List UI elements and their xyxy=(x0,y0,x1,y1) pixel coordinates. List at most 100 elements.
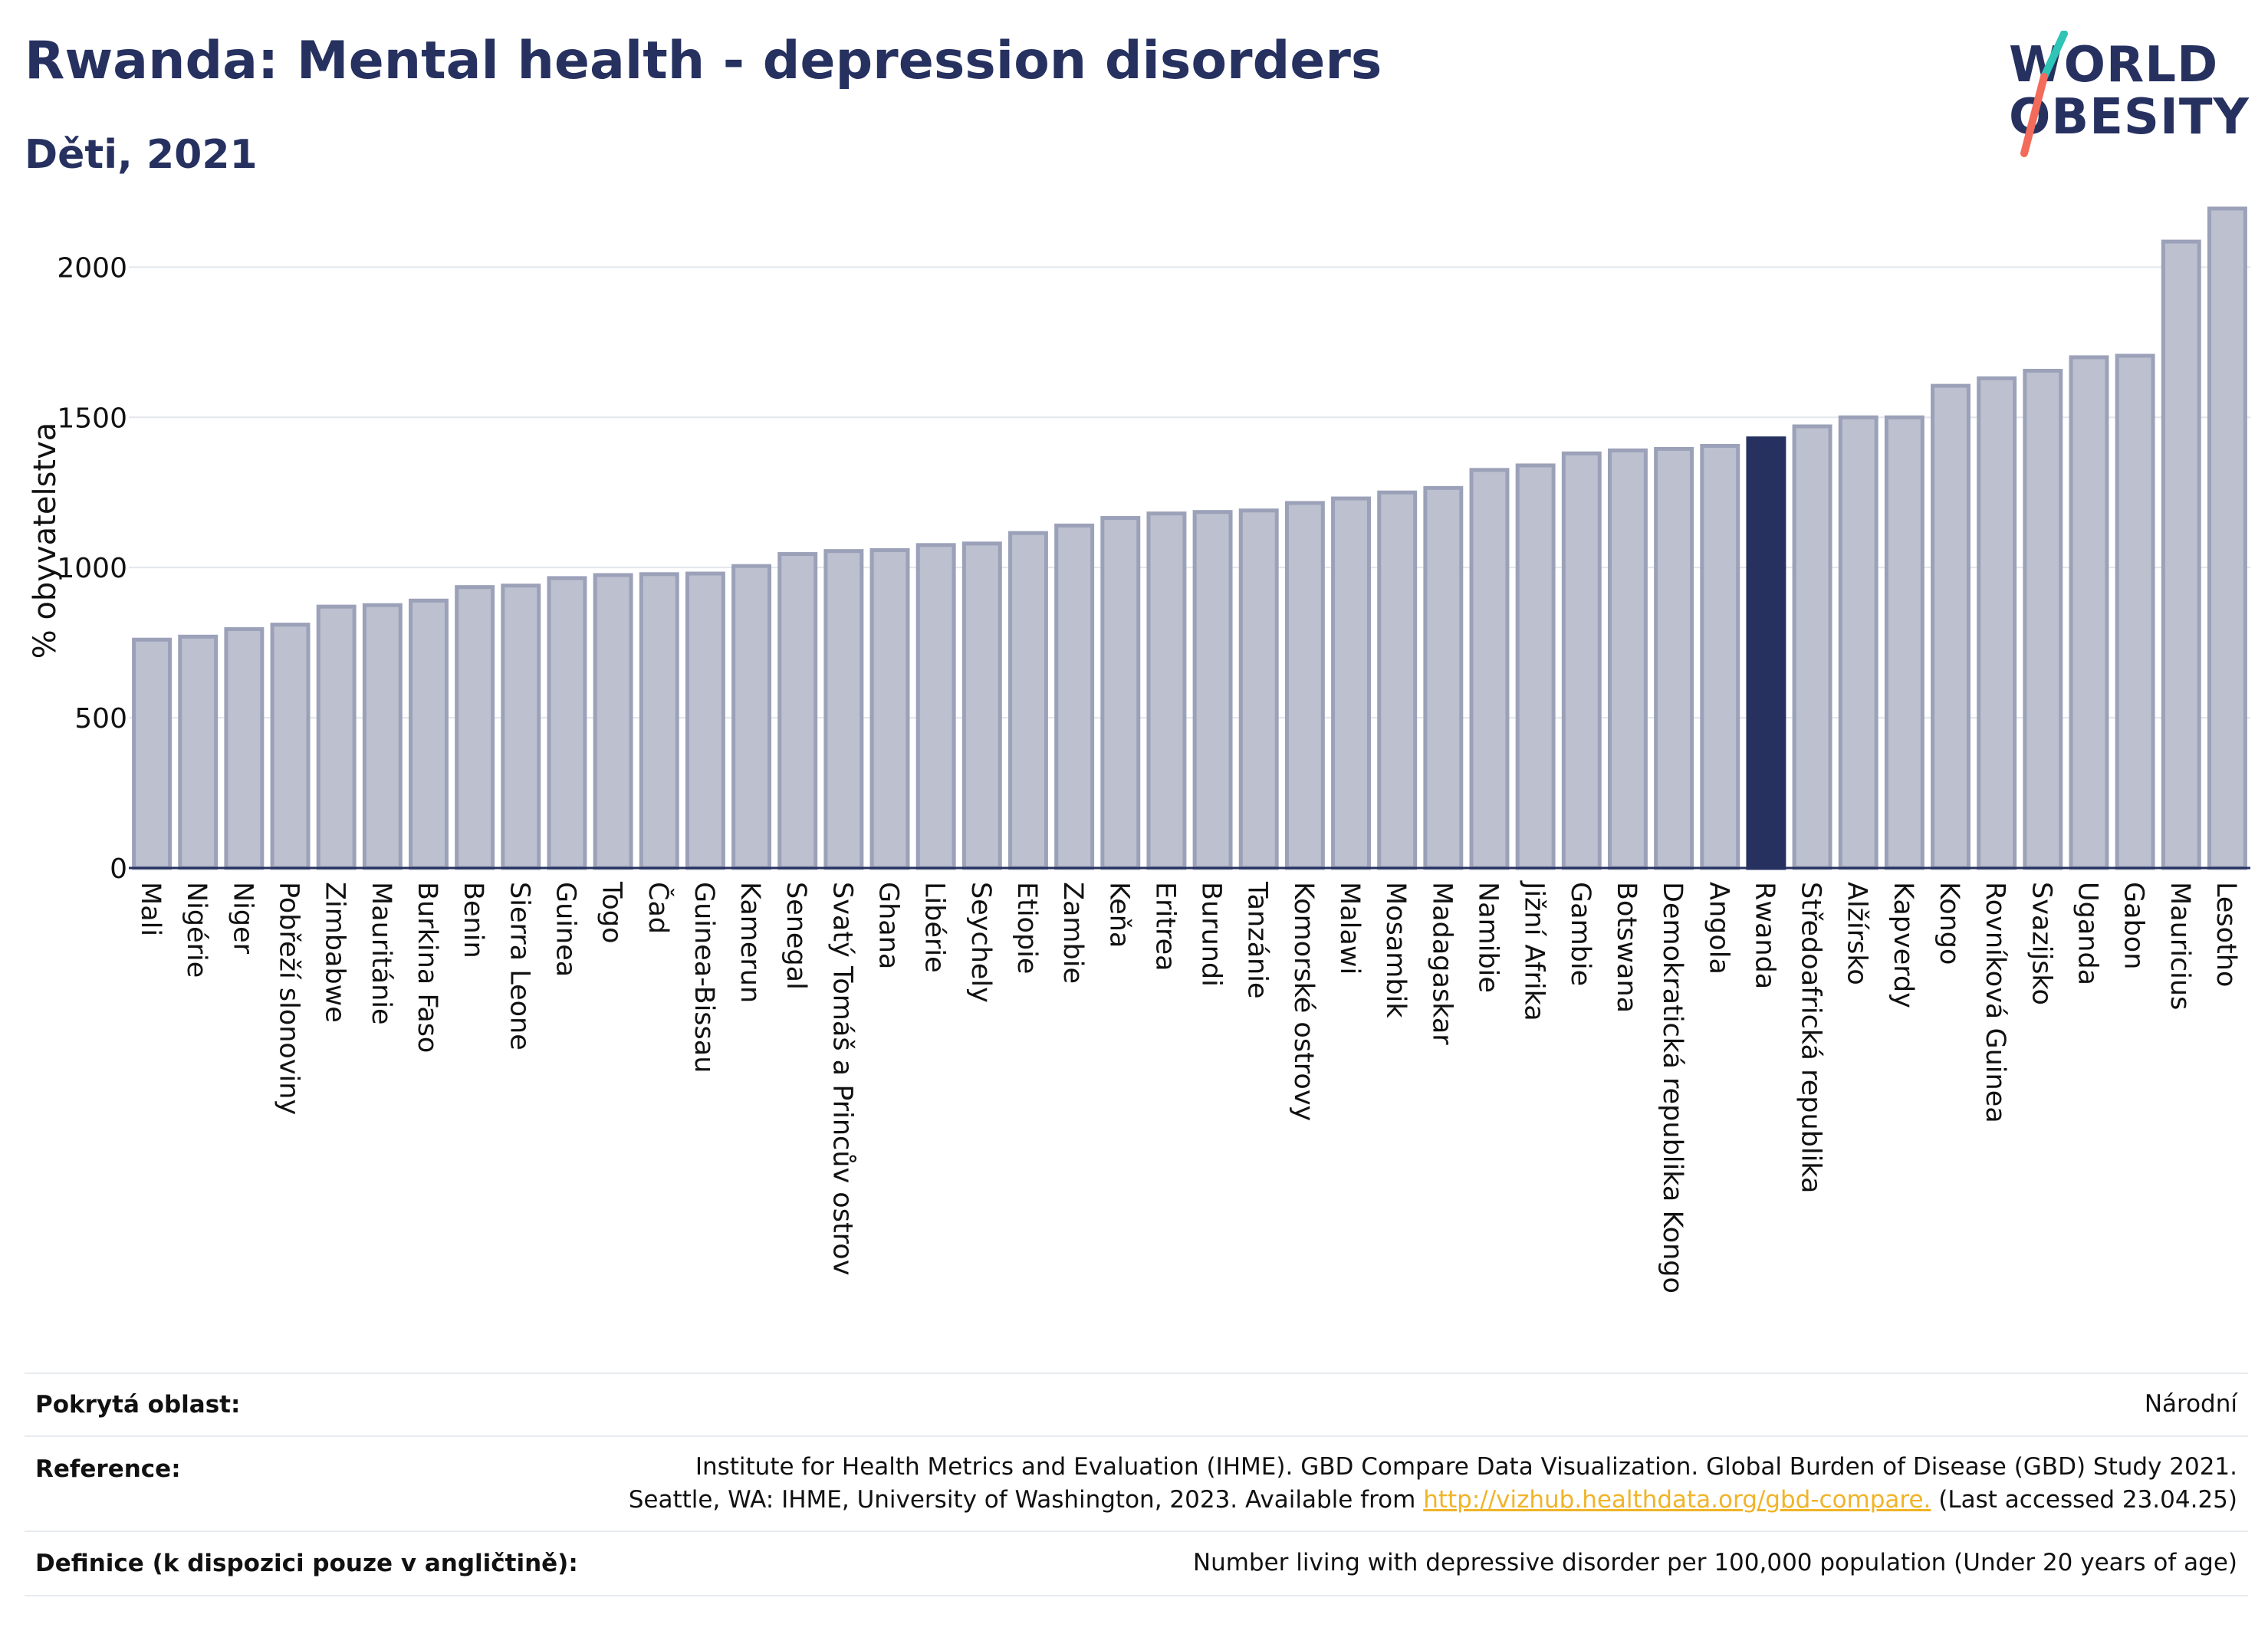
footer-info: Pokrytá oblast: Národní Reference: Insti… xyxy=(25,1373,2248,1596)
bar xyxy=(224,627,265,870)
x-tick-label: Etiopie xyxy=(1011,882,1042,974)
bar xyxy=(362,603,403,870)
x-tick-label: Botswana xyxy=(1611,882,1642,1013)
axes: 0 500 1000 1500 2000 Mali Nigérie Niger Pobřeží … xyxy=(57,252,2250,1294)
x-tick-label: Mauricius xyxy=(2164,882,2195,1010)
x-tick-label: Malawi xyxy=(1334,882,1365,975)
x-tick-label: Mali xyxy=(135,882,166,936)
bar xyxy=(2023,369,2063,870)
coverage-label: Pokrytá oblast: xyxy=(35,1391,241,1419)
bar xyxy=(1607,448,1648,870)
bar xyxy=(2115,353,2155,870)
x-tick-label: Burkina Faso xyxy=(412,882,442,1053)
bar xyxy=(132,637,173,870)
bar-highlighted xyxy=(1746,436,1786,870)
logo-slash-teal xyxy=(2040,31,2068,81)
x-tick-label: Komorské ostrovy xyxy=(1288,882,1319,1121)
reference-line1: Institute for Health Metrics and Evaluat… xyxy=(695,1452,2237,1481)
bar xyxy=(685,571,725,870)
y-tick-label: 2000 xyxy=(57,252,127,284)
x-tick-label: Madagaskar xyxy=(1426,882,1457,1045)
bar xyxy=(1654,446,1694,870)
x-tick-label: Gabon xyxy=(2118,882,2149,969)
x-tick-label: Gambie xyxy=(1565,882,1596,986)
y-axis-label: % obyvatelstva xyxy=(28,422,63,659)
x-tick-label: Kongo xyxy=(1934,882,1964,965)
bar xyxy=(731,564,772,870)
logo-slash-icon xyxy=(2020,31,2068,157)
bar xyxy=(409,598,449,870)
reference-label: Reference: xyxy=(35,1455,181,1483)
x-tick-label: Kamerun xyxy=(735,882,765,1003)
x-tick-label: Rwanda xyxy=(1749,882,1780,989)
bar xyxy=(2161,239,2201,870)
coverage-value: Národní xyxy=(2144,1390,2237,1419)
x-tick-label: Nigérie xyxy=(181,882,212,978)
x-tick-label: Zimbabwe xyxy=(320,882,350,1023)
x-tick-label: Středoafrická republika xyxy=(1796,882,1826,1193)
x-tick-label: Guinea xyxy=(550,882,580,977)
footer-row-reference: Reference: Institute for Health Metrics … xyxy=(25,1435,2248,1530)
bar xyxy=(1977,376,2017,870)
reference-link[interactable]: http://vizhub.healthdata.org/gbd-compare… xyxy=(1423,1486,1931,1514)
bar xyxy=(869,547,910,870)
x-tick-label: Zambie xyxy=(1057,882,1088,984)
x-tick-label: Burundi xyxy=(1196,882,1227,987)
x-tick-label: Tanzánie xyxy=(1242,881,1273,998)
bar xyxy=(178,634,219,870)
bar xyxy=(1100,516,1141,870)
x-tick-label: Lesotho xyxy=(2210,882,2241,987)
bar xyxy=(1423,485,1464,870)
bar xyxy=(270,623,311,870)
reference-value: Institute for Health Metrics and Evaluat… xyxy=(629,1451,2237,1517)
y-tick-label: 0 xyxy=(110,853,127,885)
definition-label: Definice (k dispozici pouze v angličtině… xyxy=(35,1550,578,1577)
x-tick-label: Uganda xyxy=(2072,882,2102,985)
reference-line2-pre: Seattle, WA: IHME, University of Washing… xyxy=(628,1486,1416,1514)
bar xyxy=(777,552,818,870)
y-tick-label: 500 xyxy=(74,703,127,735)
bar xyxy=(316,604,357,870)
y-tick-label: 1500 xyxy=(57,403,127,434)
bar xyxy=(1054,523,1095,870)
bar xyxy=(1700,443,1740,870)
bar xyxy=(1008,531,1048,870)
x-tick-label: Eritrea xyxy=(1149,882,1180,972)
bar xyxy=(593,573,633,870)
bar xyxy=(823,549,864,870)
bar xyxy=(1515,463,1556,870)
bar xyxy=(961,541,1002,870)
bar xyxy=(501,584,541,870)
x-tick-label: Ghana xyxy=(873,882,904,969)
bar xyxy=(1792,424,1832,870)
bar xyxy=(455,585,495,870)
x-tick-label: Libérie xyxy=(919,882,950,973)
x-tick-label: Angola xyxy=(1703,882,1734,975)
bar xyxy=(639,572,679,870)
x-tick-label: Alžírsko xyxy=(1842,882,1872,985)
x-tick-label: Čad xyxy=(643,882,675,934)
x-tick-label: Rovníková Guinea xyxy=(1980,882,2010,1123)
x-tick-label: Svazijsko xyxy=(2026,882,2056,1005)
bar xyxy=(1561,451,1602,870)
bar xyxy=(1284,501,1325,870)
bar xyxy=(1238,508,1279,870)
chart-title: Rwanda: Mental health - depression disor… xyxy=(25,31,1382,91)
x-tick-label: Kapverdy xyxy=(1888,882,1918,1008)
bar xyxy=(1331,496,1371,870)
x-tick-label: Keňa xyxy=(1103,882,1134,948)
y-tick-label: 1000 xyxy=(57,553,127,584)
bar xyxy=(547,576,587,870)
footer-row-definition: Definice (k dispozici pouze v angličtině… xyxy=(25,1530,2248,1596)
bar xyxy=(1931,383,1971,870)
x-tick-label: Jižní Afrika xyxy=(1519,880,1550,1021)
footer-row-coverage: Pokrytá oblast: Národní xyxy=(25,1373,2248,1435)
bar-chart: 0 500 1000 1500 2000 Mali Nigérie Niger Pobřeží … xyxy=(28,206,2250,1294)
bar xyxy=(2069,355,2109,870)
bars xyxy=(132,206,2247,870)
x-tick-label: Sierra Leone xyxy=(504,882,534,1050)
bar xyxy=(1192,510,1233,870)
definition-value: Number living with depressive disorder p… xyxy=(1192,1549,2237,1577)
chart-subtitle: Děti, 2021 xyxy=(25,132,258,178)
bar xyxy=(2207,206,2247,870)
